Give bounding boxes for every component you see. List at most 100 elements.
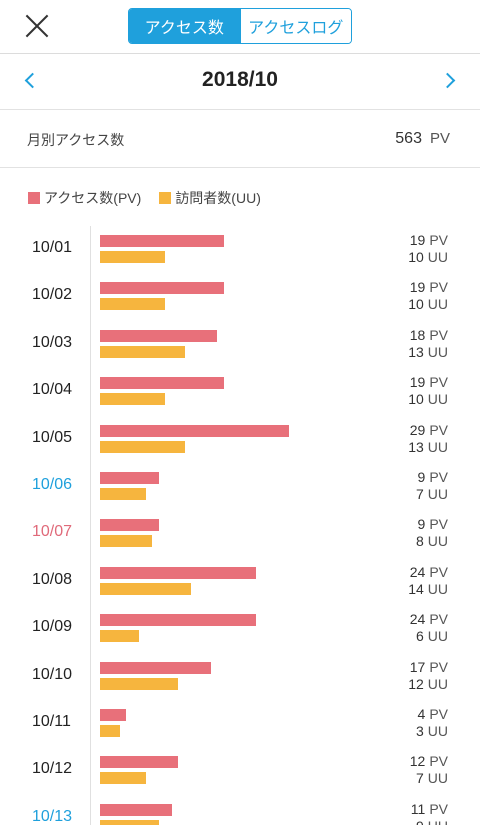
row-values: 24 PV 14 UU bbox=[408, 564, 448, 598]
row-values: 12 PV 7 UU bbox=[410, 753, 448, 787]
bar-uu bbox=[100, 819, 159, 825]
top-bar: アクセス数 アクセスログ bbox=[0, 0, 480, 54]
row-values: 19 PV 10 UU bbox=[408, 232, 448, 266]
chart-legend: アクセス数(PV) 訪問者数(UU) bbox=[28, 188, 279, 208]
row-values: 17 PV 12 UU bbox=[408, 659, 448, 693]
value-pv: 9 PV bbox=[417, 516, 448, 533]
summary-value: 563 PV bbox=[395, 130, 450, 148]
bar-pv bbox=[100, 803, 172, 816]
daily-access-chart: 10/01 19 PV 10 UU 10/02 19 PV 10 UU 10/03 18 PV 13 UU 1… bbox=[0, 226, 480, 825]
value-uu: 7 UU bbox=[415, 486, 448, 502]
row-values: 9 PV 8 UU bbox=[416, 516, 448, 550]
chart-axis bbox=[90, 226, 91, 825]
value-uu: 13 UU bbox=[408, 343, 448, 360]
legend-item-pv: アクセス数(PV) bbox=[28, 188, 141, 208]
value-pv: 19 PV bbox=[409, 374, 448, 391]
summary-label: 月別アクセス数 bbox=[27, 132, 125, 148]
bar-pv bbox=[100, 472, 159, 484]
value-uu: 10 UU bbox=[408, 249, 448, 265]
value-pv: 19 PV bbox=[409, 232, 448, 248]
table-row: 10/03 18 PV 13 UU bbox=[0, 321, 480, 368]
row-date-label: 10/02 bbox=[32, 286, 73, 304]
month-navigator: 2018/10 bbox=[0, 54, 480, 110]
row-date-label: 10/05 bbox=[32, 428, 73, 446]
row-values: 11PV9UU bbox=[411, 801, 448, 825]
monthly-summary: 月別アクセス数 563 PV bbox=[0, 110, 480, 168]
row-date-label: 10/08 bbox=[32, 570, 73, 588]
row-date-label: 10/06 bbox=[32, 476, 73, 493]
row-date-label: 10/03 bbox=[32, 333, 73, 351]
bar-uu bbox=[100, 488, 146, 500]
row-values: 19 PV 10 UU bbox=[408, 374, 448, 408]
row-date-label: 10/04 bbox=[32, 381, 73, 399]
value-pv: 11 PV bbox=[410, 800, 448, 817]
value-pv: 9 PV bbox=[417, 469, 448, 485]
row-values: 19 PV 10 UU bbox=[408, 279, 448, 313]
bar-uu bbox=[100, 535, 152, 548]
bar-uu bbox=[100, 582, 191, 595]
summary-number: 563 bbox=[395, 130, 422, 147]
value-pv: 29 PV bbox=[409, 421, 448, 438]
tab-access-log[interactable]: アクセスログ bbox=[239, 9, 351, 43]
value-pv: 4 PV bbox=[417, 706, 448, 722]
value-pv: 12 PV bbox=[409, 753, 448, 770]
table-row: 10/02 19 PV 10 UU bbox=[0, 273, 480, 320]
table-row: 10/11 4 PV 3 UU bbox=[0, 700, 480, 747]
bar-pv bbox=[100, 709, 126, 721]
row-date-label: 10/11 bbox=[32, 713, 71, 730]
value-uu: 14 UU bbox=[408, 580, 448, 597]
value-uu: 13 UU bbox=[408, 438, 448, 455]
row-values: 18 PV 13 UU bbox=[408, 327, 448, 361]
value-pv: 24 PV bbox=[409, 611, 448, 628]
value-uu: 7 UU bbox=[415, 770, 448, 787]
row-date-label: 10/07 bbox=[32, 523, 73, 541]
bar-uu bbox=[100, 345, 185, 358]
bar-uu bbox=[100, 251, 165, 263]
value-pv: 17 PV bbox=[409, 658, 448, 675]
bar-uu bbox=[100, 630, 139, 643]
table-row: 10/05 29 PV 13 UU bbox=[0, 416, 480, 463]
value-pv: 19 PV bbox=[409, 279, 448, 296]
value-uu: 3 UU bbox=[415, 723, 448, 739]
tab-access-count[interactable]: アクセス数 bbox=[129, 9, 240, 43]
month-title: 2018/10 bbox=[202, 68, 278, 91]
bar-pv bbox=[100, 329, 217, 342]
legend-label-uu: 訪問者数(UU) bbox=[175, 190, 261, 206]
row-values: 24 PV 6 UU bbox=[410, 611, 448, 645]
bar-uu bbox=[100, 677, 178, 690]
value-uu: 10 UU bbox=[408, 296, 448, 313]
row-date-label: 10/10 bbox=[32, 665, 73, 683]
bar-uu bbox=[100, 772, 146, 785]
bar-uu bbox=[100, 393, 165, 406]
bar-uu bbox=[100, 440, 185, 453]
bar-uu bbox=[100, 725, 120, 737]
row-date-label: 10/13 bbox=[32, 807, 73, 825]
table-row: 10/01 19 PV 10 UU bbox=[0, 226, 480, 273]
legend-swatch-uu bbox=[159, 192, 172, 204]
table-row: 10/04 19 PV 10 UU bbox=[0, 368, 480, 415]
table-row: 10/13 11PV9UU bbox=[0, 795, 480, 825]
bar-pv bbox=[100, 282, 224, 295]
value-uu: 9UU bbox=[411, 818, 448, 825]
bar-uu bbox=[100, 298, 165, 311]
legend-item-uu: 訪問者数(UU) bbox=[159, 188, 261, 208]
legend-swatch-pv bbox=[28, 192, 40, 204]
value-pv: 24 PV bbox=[409, 563, 448, 580]
bar-pv bbox=[100, 614, 256, 627]
table-row: 10/06 9 PV 7 UU bbox=[0, 463, 480, 510]
bar-pv bbox=[100, 756, 178, 769]
close-icon[interactable] bbox=[24, 13, 50, 39]
table-row: 10/10 17 PV 12 UU bbox=[0, 653, 480, 700]
bar-pv bbox=[100, 235, 224, 247]
row-values: 9 PV 7 UU bbox=[416, 469, 448, 503]
bar-pv bbox=[100, 377, 224, 390]
table-row: 10/09 24 PV 6 UU bbox=[0, 605, 480, 652]
bar-pv bbox=[100, 424, 289, 437]
value-pv: 18 PV bbox=[409, 326, 448, 343]
value-uu: 6 UU bbox=[415, 628, 448, 645]
row-values: 29 PV 13 UU bbox=[408, 422, 448, 456]
summary-unit: PV bbox=[429, 130, 450, 147]
bar-pv bbox=[100, 519, 159, 532]
row-date-label: 10/12 bbox=[32, 760, 73, 778]
row-date-label: 10/01 bbox=[32, 239, 73, 256]
